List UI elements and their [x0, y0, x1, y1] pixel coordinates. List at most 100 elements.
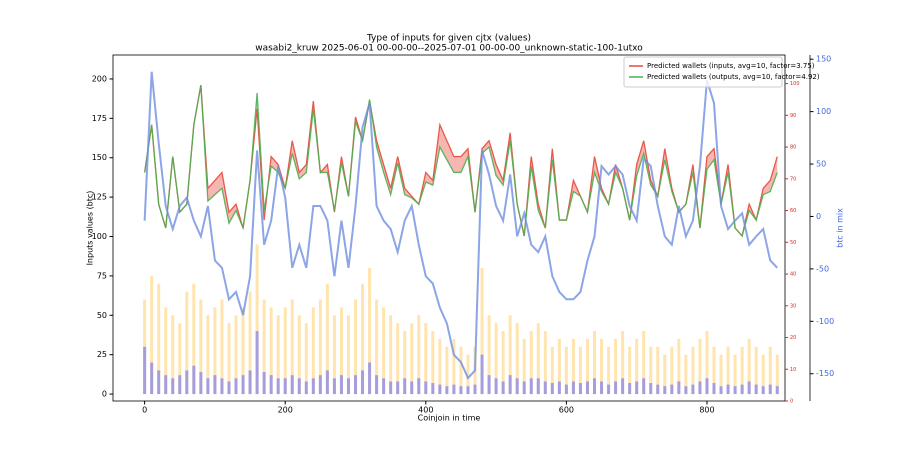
bar [346, 378, 350, 395]
y3-tick-label: -150 [816, 369, 834, 378]
bar [501, 381, 505, 395]
bar [775, 354, 779, 395]
bar [248, 370, 252, 395]
bar [508, 315, 512, 395]
bar [206, 315, 210, 395]
bar [600, 381, 604, 395]
bar [283, 378, 287, 395]
bar [192, 283, 196, 395]
bar [480, 268, 484, 395]
bar [691, 384, 695, 395]
bar [438, 338, 442, 395]
bar [262, 372, 266, 395]
bar [361, 370, 365, 395]
bar [585, 381, 589, 395]
bar [220, 378, 224, 395]
x-axis-label: Coinjoin in time [418, 414, 481, 423]
bar [410, 381, 414, 395]
fill-between [271, 156, 279, 173]
bar [185, 370, 189, 395]
bar [578, 383, 582, 395]
bar [269, 307, 273, 395]
bar [670, 346, 674, 395]
bar [536, 378, 540, 395]
bar [663, 386, 667, 395]
legend-label: Predicted wallets (inputs, avg=10, facto… [647, 62, 815, 70]
fill-between [770, 156, 778, 192]
bar [382, 378, 386, 395]
line [143, 85, 778, 238]
bar [417, 315, 421, 395]
y2-tick-label: 90 [790, 113, 796, 119]
y-tick-label: 150 [92, 153, 107, 162]
bar [705, 331, 709, 395]
bar [311, 378, 315, 395]
bar [557, 381, 561, 395]
bar [290, 375, 294, 395]
bar [543, 381, 547, 395]
y2-tick-label: 80 [790, 145, 796, 151]
legend-box [623, 56, 783, 88]
bar [269, 375, 273, 395]
bar [318, 299, 322, 395]
bar [529, 331, 533, 395]
fill-between [706, 148, 715, 170]
bar [656, 384, 660, 395]
chart-title: Type of inputs for given cjtx (values) [366, 34, 531, 44]
bar [670, 384, 674, 395]
bar [691, 346, 695, 395]
bar [593, 378, 597, 395]
bar [241, 307, 245, 395]
bar [550, 383, 554, 395]
bar [740, 384, 744, 395]
bar [621, 378, 625, 395]
bar [466, 354, 470, 395]
y2-tick-label: 40 [790, 272, 796, 278]
bar [677, 338, 681, 395]
bar [684, 386, 688, 395]
bar [255, 244, 259, 395]
bar [403, 378, 407, 395]
bar [318, 375, 322, 395]
bar [747, 381, 751, 395]
bar [332, 378, 336, 395]
bar [150, 275, 154, 395]
bar [171, 315, 175, 395]
bar [445, 386, 449, 395]
bar [761, 354, 765, 395]
bar [536, 323, 540, 395]
bar [712, 346, 716, 395]
bar [368, 268, 372, 395]
bar [339, 375, 343, 395]
bar [768, 346, 772, 395]
fill-between [299, 164, 307, 179]
bar [424, 323, 428, 395]
bar [726, 384, 730, 395]
bar [304, 381, 308, 395]
bar [607, 384, 611, 395]
bar [248, 291, 252, 395]
bar [157, 283, 161, 395]
bar [199, 299, 203, 395]
bar [571, 381, 575, 395]
bar [600, 338, 604, 395]
bar [157, 370, 161, 395]
y2-tick-label: 100 [790, 81, 800, 87]
bar [487, 315, 491, 395]
x-tick-label: 800 [699, 406, 714, 415]
bar [262, 299, 266, 395]
y2-tick-label: 60 [790, 208, 796, 214]
bar [199, 372, 203, 395]
bar [276, 378, 280, 395]
bar [325, 370, 329, 395]
y-tick-label: 0 [102, 390, 107, 399]
bar [164, 307, 168, 395]
bar [754, 384, 758, 395]
x-tick-label: 0 [142, 406, 147, 415]
bar [775, 386, 779, 395]
fill-between [439, 124, 447, 160]
fill-between [425, 172, 433, 186]
bar [396, 323, 400, 395]
bar [368, 362, 372, 395]
fill-between [636, 140, 644, 176]
